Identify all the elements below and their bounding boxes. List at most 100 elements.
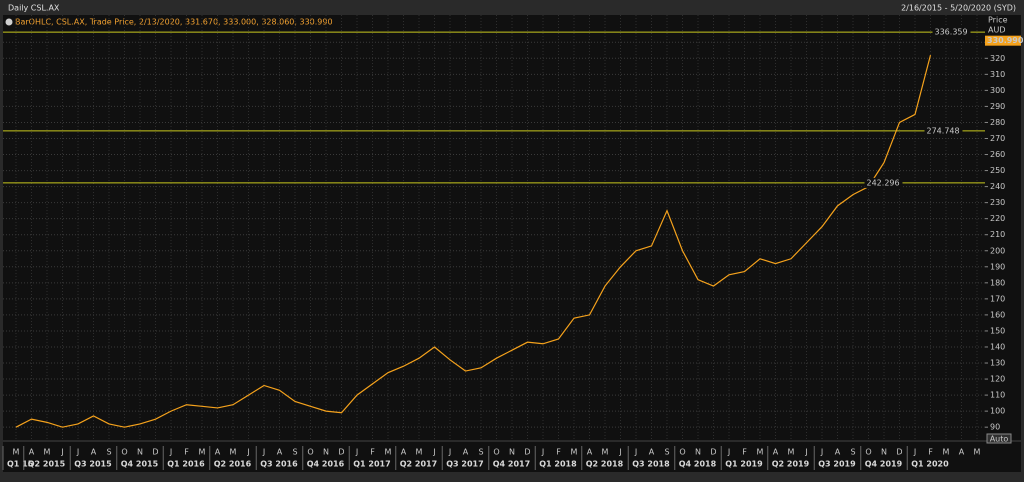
x-tick-label: A xyxy=(277,448,283,457)
y-tick-label: 160 xyxy=(990,310,1005,319)
chart-title: Daily CSL.AX xyxy=(8,4,60,13)
level-label: 274.748 xyxy=(927,126,960,135)
x-tick-label: F xyxy=(370,448,375,457)
quarter-label: Q4 2018 xyxy=(679,460,717,469)
auto-button[interactable] xyxy=(986,433,1012,444)
quarter-label: Q1 2017 xyxy=(353,460,390,469)
last-price-label: 330.990 xyxy=(987,36,1024,45)
y-tick-label: 150 xyxy=(990,326,1005,335)
x-tick-label: M xyxy=(974,448,981,457)
quarter-label: Q4 2016 xyxy=(307,460,345,469)
y-tick-label: 300 xyxy=(990,86,1005,95)
x-tick-label: J xyxy=(727,448,730,457)
x-tick-label: M xyxy=(199,448,206,457)
y-tick-label: 120 xyxy=(990,375,1005,384)
x-tick-label: M xyxy=(385,448,392,457)
level-label-bg xyxy=(924,125,963,136)
legend: BarOHLC, CSL.AX, Trade Price, 2/13/2020,… xyxy=(15,18,333,27)
y-tick-label: 130 xyxy=(990,359,1005,368)
x-tick-label: N xyxy=(137,448,143,457)
x-tick-label: O xyxy=(865,448,871,457)
quarter-label: Q1 2020 xyxy=(911,460,949,469)
x-tick-label: M xyxy=(44,448,51,457)
quarter-label: Q3 2016 xyxy=(260,460,298,469)
x-tick-label: N xyxy=(509,448,515,457)
x-tick-label: S xyxy=(478,448,483,457)
x-tick-label: F xyxy=(556,448,561,457)
x-axis-area xyxy=(3,442,1021,472)
x-tick-label: J xyxy=(262,448,265,457)
x-tick-label: F xyxy=(928,448,933,457)
x-tick-label: J xyxy=(355,448,358,457)
level-label: 242.296 xyxy=(867,178,900,187)
x-tick-label: J xyxy=(60,448,63,457)
y-tick-label: 230 xyxy=(990,198,1005,207)
quarter-label: Q3 2018 xyxy=(632,460,670,469)
x-tick-label: J xyxy=(913,448,916,457)
y-axis-area xyxy=(985,15,1021,440)
x-tick-label: J xyxy=(448,448,451,457)
x-tick-label: J xyxy=(634,448,637,457)
x-tick-label: A xyxy=(91,448,97,457)
y-tick-label: 140 xyxy=(990,342,1005,351)
x-tick-label: M xyxy=(13,448,20,457)
x-tick-label: M xyxy=(602,448,609,457)
x-tick-label: F xyxy=(742,448,747,457)
y-tick-label: 250 xyxy=(990,166,1005,175)
x-tick-label: D xyxy=(524,448,530,457)
x-tick-label: A xyxy=(215,448,221,457)
y-tick-label: 260 xyxy=(990,150,1005,159)
x-tick-label: N xyxy=(323,448,329,457)
quarter-label: Q4 2017 xyxy=(493,460,530,469)
quarter-label: Q3 2015 xyxy=(74,460,112,469)
x-tick-label: S xyxy=(292,448,297,457)
x-tick-label: A xyxy=(959,448,965,457)
y-tick-label: 220 xyxy=(990,214,1005,223)
x-tick-label: S xyxy=(664,448,669,457)
x-tick-label: A xyxy=(649,448,655,457)
x-tick-label: A xyxy=(401,448,407,457)
x-tick-label: S xyxy=(850,448,855,457)
quarter-label: Q2 2015 xyxy=(28,460,66,469)
x-tick-label: O xyxy=(679,448,685,457)
quarter-label: Q1 2016 xyxy=(167,460,205,469)
legend-icon[interactable] xyxy=(5,18,13,26)
x-tick-label: D xyxy=(152,448,158,457)
x-tick-label: M xyxy=(943,448,950,457)
x-tick-label: J xyxy=(76,448,79,457)
y-tick-label: 210 xyxy=(990,230,1005,239)
x-tick-label: O xyxy=(493,448,499,457)
x-tick-label: A xyxy=(587,448,593,457)
date-range: 2/16/2015 - 5/20/2020 (SYD) xyxy=(901,4,1016,13)
x-tick-label: A xyxy=(29,448,35,457)
quarter-label: Q3 2019 xyxy=(818,460,856,469)
quarter-label: Q1 2019 xyxy=(725,460,763,469)
level-label-bg xyxy=(932,27,971,38)
y-tick-label: 90 xyxy=(990,423,1000,432)
y-tick-label: 290 xyxy=(990,102,1005,111)
x-tick-label: J xyxy=(246,448,249,457)
x-tick-label: A xyxy=(773,448,779,457)
x-tick-label: J xyxy=(432,448,435,457)
quarter-label: Q2 2019 xyxy=(772,460,810,469)
y-tick-label: 110 xyxy=(990,391,1005,400)
y-tick-label: 190 xyxy=(990,262,1005,271)
auto-label[interactable]: Auto xyxy=(990,435,1009,444)
quarter-label: Q3 2017 xyxy=(446,460,483,469)
quarter-label: Q4 2015 xyxy=(121,460,159,469)
quarter-label: Q1 15 xyxy=(7,460,34,469)
quarter-label: Q2 2017 xyxy=(400,460,437,469)
x-tick-label: J xyxy=(618,448,621,457)
x-tick-label: J xyxy=(804,448,807,457)
x-tick-label: F xyxy=(184,448,189,457)
quarter-label: Q4 2019 xyxy=(865,460,903,469)
x-tick-label: D xyxy=(896,448,902,457)
x-tick-label: D xyxy=(338,448,344,457)
last-price-box xyxy=(985,35,1021,46)
y-tick-label: 100 xyxy=(990,407,1005,416)
x-tick-label: M xyxy=(757,448,764,457)
quarter-label: Q2 2018 xyxy=(586,460,624,469)
y-tick-label: 180 xyxy=(990,278,1005,287)
level-label-bg xyxy=(864,177,903,188)
